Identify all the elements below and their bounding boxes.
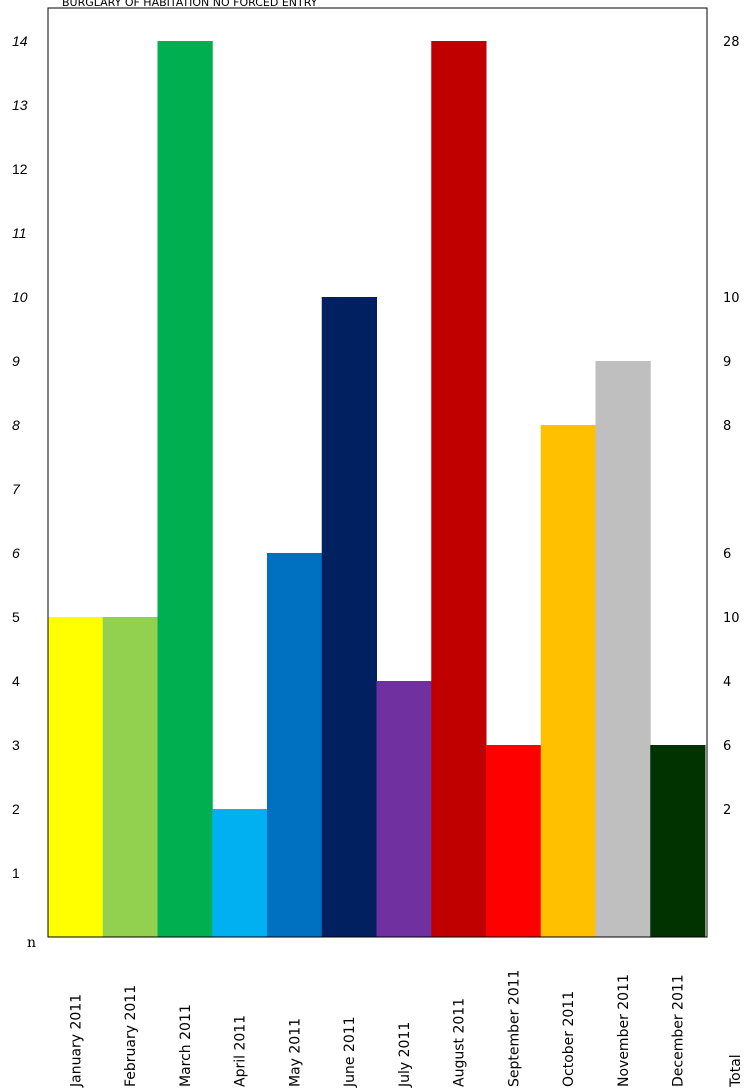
y-tick-label: 6: [12, 545, 20, 561]
y-tick-label: 3: [12, 737, 20, 753]
stray-label: n: [27, 935, 36, 951]
right-tick-label: 10: [723, 611, 740, 626]
x-tick-label: March 2011: [178, 1004, 194, 1087]
bar-june-2011: [321, 297, 377, 937]
right-tick-label: 4: [723, 675, 731, 690]
bar-july-2011: [376, 681, 432, 937]
x-tick-label: January 2011: [68, 994, 84, 1088]
x-tick-label: May 2011: [287, 1018, 303, 1087]
y-tick-label: 14: [12, 33, 28, 49]
x-tick-label: February 2011: [123, 985, 139, 1087]
y-tick-label: 5: [12, 609, 20, 625]
right-tick-label: 9: [723, 355, 731, 370]
x-tick-label: September 2011: [506, 970, 522, 1087]
total-label: Total: [728, 1054, 744, 1088]
y-tick-label: 10: [12, 289, 28, 305]
right-tick-label: 2: [723, 803, 731, 818]
bar-may-2011: [267, 553, 323, 937]
y-tick-label: 12: [12, 161, 28, 177]
bar-november-2011: [595, 361, 651, 937]
x-tick-label: August 2011: [452, 998, 468, 1087]
right-axis: 2 6 4 10 6 8 9 10 28: [723, 35, 740, 818]
bar-april-2011: [212, 809, 268, 937]
right-tick-label: 28: [723, 35, 740, 50]
chart-title: BURGLARY OF HABITATION NO FORCED ENTRY: [62, 0, 318, 9]
bar-december-2011: [650, 745, 706, 937]
y-tick-label: 2: [12, 801, 20, 817]
y-tick-label: 8: [12, 417, 20, 433]
y-tick-label: 1: [12, 865, 20, 881]
x-tick-label: October 2011: [561, 991, 577, 1087]
x-tick-label: November 2011: [616, 974, 632, 1087]
y-tick-label: 13: [12, 97, 28, 113]
x-tick-label: June 2011: [342, 1016, 358, 1088]
bar-january-2011: [48, 617, 104, 937]
x-tick-label: July 2011: [397, 1022, 413, 1088]
right-tick-label: 6: [723, 547, 731, 562]
y-tick-label: 9: [12, 353, 20, 369]
y-tick-label: 11: [12, 225, 27, 241]
right-tick-label: 8: [723, 419, 731, 434]
bar-september-2011: [486, 745, 542, 937]
bars-group: [48, 41, 706, 937]
x-tick-label: December 2011: [671, 974, 687, 1087]
bar-march-2011: [157, 41, 213, 937]
right-tick-label: 10: [723, 291, 740, 306]
y-tick-label: 4: [12, 673, 20, 689]
bar-august-2011: [431, 41, 487, 937]
plot-frame: [47, 7, 708, 938]
bar-february-2011: [102, 617, 158, 937]
bar-october-2011: [540, 425, 596, 937]
y-tick-label: 7: [12, 481, 21, 497]
x-tick-label: April 2011: [233, 1015, 249, 1087]
right-tick-label: 6: [723, 739, 731, 754]
x-axis: January 2011 February 2011 March 2011 April…: [68, 970, 686, 1088]
